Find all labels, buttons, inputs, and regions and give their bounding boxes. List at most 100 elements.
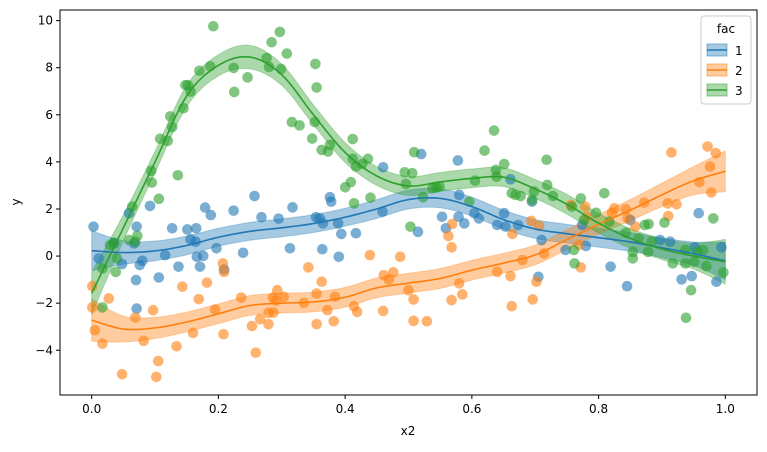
x-tick-label: 0.6 [462, 402, 481, 416]
fit-line-2 [91, 170, 726, 331]
data-point-3 [407, 167, 418, 179]
data-point-1 [194, 261, 206, 272]
x-tick-label: 0.4 [336, 402, 355, 416]
data-point-3 [575, 193, 587, 204]
data-point-2 [606, 207, 618, 219]
data-point-2 [268, 307, 279, 318]
data-point-2 [254, 313, 266, 325]
fit-lines [90, 55, 726, 331]
data-point-1 [711, 276, 722, 288]
data-point-2 [201, 277, 213, 288]
data-point-3 [208, 20, 219, 32]
y-tick-label: −2 [35, 296, 53, 310]
data-point-1 [153, 272, 165, 283]
data-point-1 [130, 274, 142, 286]
scatter-points [87, 20, 729, 383]
data-point-3 [281, 48, 293, 59]
data-point-2 [147, 304, 159, 316]
data-point-3 [434, 181, 445, 192]
data-point-2 [443, 230, 454, 242]
data-point-3 [153, 193, 165, 205]
data-point-3 [108, 237, 120, 248]
data-point-3 [339, 182, 351, 193]
data-point-3 [498, 158, 510, 170]
data-point-2 [706, 187, 717, 198]
data-point-2 [491, 266, 503, 278]
data-point-2 [377, 305, 389, 317]
data-point-1 [317, 243, 328, 255]
data-point-1 [452, 155, 464, 166]
data-point-1 [284, 242, 296, 254]
data-point-3 [642, 246, 654, 258]
data-point-1 [473, 213, 485, 224]
data-point-3 [348, 198, 360, 209]
data-point-1 [333, 251, 345, 263]
data-point-2 [408, 315, 419, 327]
data-point-2 [364, 249, 376, 261]
data-point-2 [453, 278, 465, 289]
data-point-3 [324, 139, 336, 151]
data-point-3 [400, 178, 412, 190]
plot-frame [59, 9, 758, 396]
data-point-2 [446, 242, 457, 253]
data-point-2 [171, 340, 182, 352]
data-point-3 [266, 36, 277, 48]
data-point-2 [506, 300, 518, 312]
data-point-1 [237, 247, 249, 259]
data-point-1 [249, 190, 260, 202]
data-point-3 [718, 267, 729, 278]
data-point-1 [287, 202, 298, 213]
data-point-2 [322, 304, 333, 316]
legend-label-2: 2 [735, 64, 743, 78]
y-tick-label: 2 [45, 202, 53, 216]
data-point-3 [685, 284, 697, 296]
data-point-3 [680, 258, 691, 269]
data-point-3 [294, 120, 305, 131]
data-point-3 [627, 253, 639, 264]
data-point-3 [228, 86, 240, 98]
data-point-2 [710, 147, 722, 159]
fit-line-1 [91, 196, 726, 262]
data-point-2 [622, 213, 634, 224]
data-point-3 [130, 236, 141, 248]
data-point-1 [498, 207, 510, 219]
y-tick-label: 8 [45, 61, 53, 75]
y-tick-label: 6 [45, 108, 53, 122]
data-point-2 [446, 294, 457, 306]
data-point-3 [408, 146, 420, 158]
data-point-2 [394, 251, 406, 263]
data-point-1 [621, 280, 633, 292]
data-point-3 [541, 154, 552, 166]
y-tick-label: 0 [45, 249, 53, 263]
data-point-3 [146, 177, 158, 188]
data-point-3 [688, 256, 700, 268]
data-point-3 [701, 260, 712, 272]
data-point-1 [134, 259, 146, 271]
data-point-2 [526, 215, 537, 227]
x-tick-label: 0.2 [209, 402, 228, 416]
legend-title: fac [717, 22, 735, 36]
data-point-2 [579, 201, 591, 212]
data-point-2 [218, 266, 230, 278]
data-point-1 [664, 236, 676, 248]
x-axis-label: x2 [401, 424, 416, 438]
data-point-3 [680, 312, 692, 324]
data-point-3 [242, 72, 253, 83]
data-point-2 [527, 294, 538, 305]
data-point-1 [93, 253, 104, 264]
data-point-2 [250, 347, 262, 358]
data-point-3 [667, 258, 679, 269]
data-point-2 [328, 315, 340, 327]
data-point-3 [194, 65, 205, 77]
data-point-2 [278, 291, 289, 303]
data-point-2 [383, 274, 395, 285]
data-point-3 [347, 133, 359, 145]
fit-line-3 [90, 55, 726, 294]
data-point-3 [646, 236, 658, 248]
data-point-1 [676, 274, 687, 285]
data-point-2 [408, 294, 419, 305]
data-point-1 [500, 221, 511, 232]
y-axis-ticks: −4 −2 0 2 4 6 8 10 [35, 14, 60, 357]
data-point-2 [187, 327, 199, 339]
data-point-2 [538, 248, 550, 259]
